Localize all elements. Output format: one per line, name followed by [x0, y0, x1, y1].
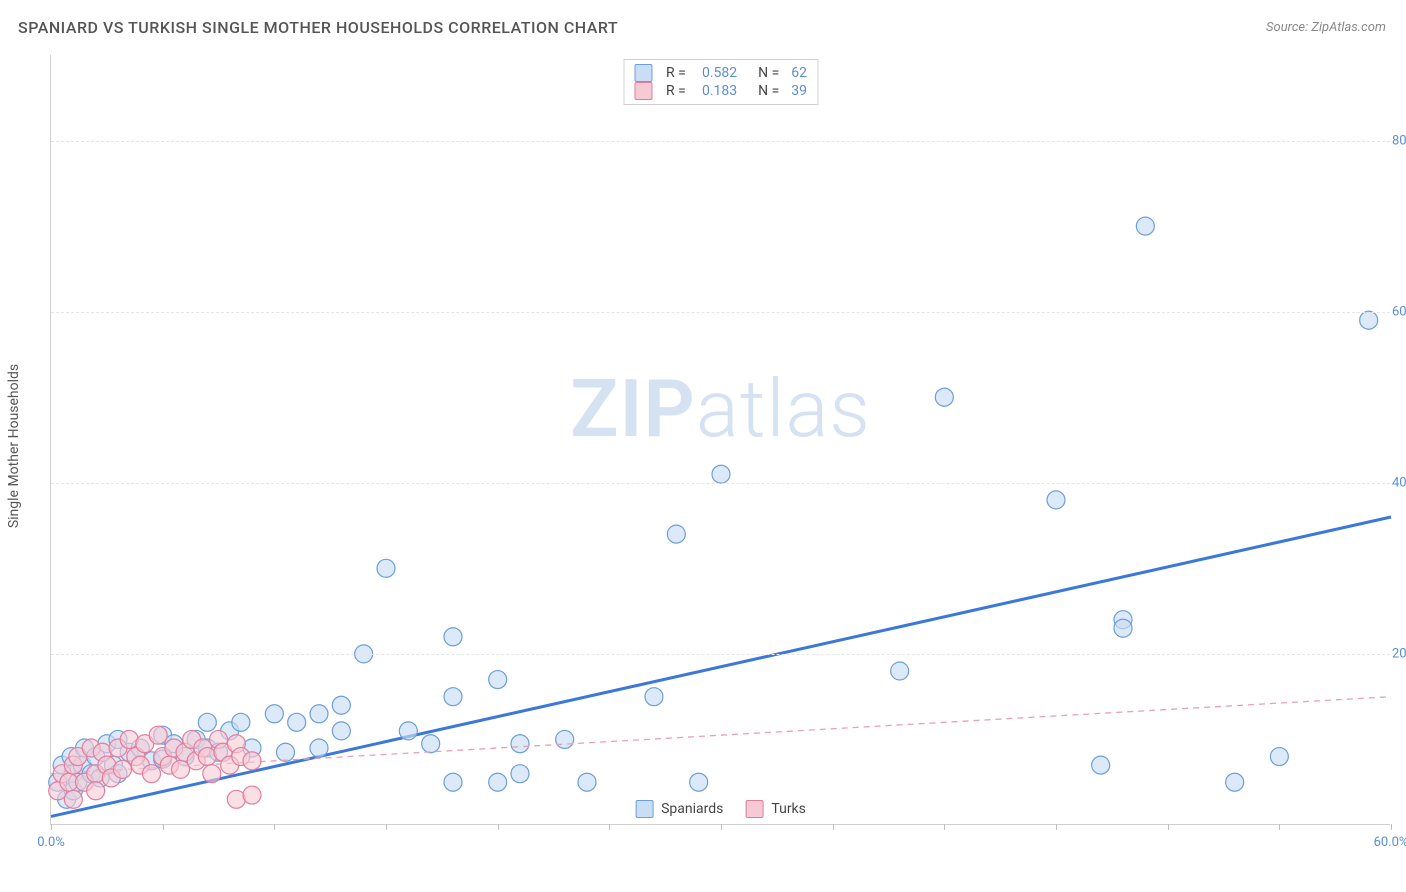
legend-item-spaniards: Spaniards: [635, 800, 723, 818]
x-tick: [1056, 824, 1057, 830]
data-point-spaniards: [511, 765, 529, 783]
data-point-spaniards: [1114, 619, 1132, 637]
y-tick-label: 20.0%: [1392, 646, 1406, 661]
gridline: [51, 483, 1390, 484]
data-point-spaniards: [332, 722, 350, 740]
legend-label-spaniards: Spaniards: [661, 801, 723, 817]
data-point-turks: [243, 752, 261, 770]
y-tick-label: 80.0%: [1392, 133, 1406, 148]
gridline: [51, 312, 1390, 313]
r-label: R =: [666, 65, 690, 81]
data-point-spaniards: [690, 773, 708, 791]
data-point-spaniards: [444, 688, 462, 706]
data-point-turks: [172, 760, 190, 778]
x-tick: [51, 824, 52, 830]
data-point-spaniards: [667, 525, 685, 543]
n-value-turks: 39: [791, 83, 807, 99]
data-point-turks: [87, 782, 105, 800]
n-label: N =: [751, 83, 779, 99]
x-tick: [944, 824, 945, 830]
legend-label-turks: Turks: [771, 801, 806, 817]
correlation-legend-row-turks: R = 0.183 N = 39: [634, 82, 807, 100]
chart-title: SPANIARD VS TURKISH SINGLE MOTHER HOUSEH…: [18, 18, 618, 37]
data-point-spaniards: [935, 388, 953, 406]
data-point-spaniards: [310, 705, 328, 723]
data-point-spaniards: [377, 559, 395, 577]
data-point-spaniards: [891, 662, 909, 680]
scatter-svg: [51, 55, 1390, 824]
data-point-spaniards: [265, 705, 283, 723]
data-point-spaniards: [1270, 748, 1288, 766]
x-tick: [274, 824, 275, 830]
data-point-turks: [113, 760, 131, 778]
x-tick-label: 60.0%: [1374, 835, 1406, 850]
data-point-spaniards: [1360, 311, 1378, 329]
data-point-turks: [243, 786, 261, 804]
y-tick-label: 60.0%: [1392, 304, 1406, 319]
data-point-spaniards: [556, 730, 574, 748]
legend-swatch-turks-bottom: [745, 800, 763, 818]
x-tick: [833, 824, 834, 830]
legend-item-turks: Turks: [745, 800, 806, 818]
r-label: R =: [666, 83, 690, 99]
data-point-spaniards: [277, 743, 295, 761]
y-tick-label: 40.0%: [1392, 475, 1406, 490]
n-value-spaniards: 62: [791, 65, 807, 81]
x-tick: [721, 824, 722, 830]
trend-line-spaniards: [51, 517, 1391, 816]
data-point-spaniards: [399, 722, 417, 740]
x-tick: [163, 824, 164, 830]
x-tick: [498, 824, 499, 830]
correlation-legend-row-spaniards: R = 0.582 N = 62: [634, 64, 807, 82]
data-point-spaniards: [310, 739, 328, 757]
source-label: Source: ZipAtlas.com: [1266, 20, 1386, 35]
x-tick: [386, 824, 387, 830]
gridline: [51, 654, 1390, 655]
plot-area: ZIPatlas R = 0.582 N = 62 R = 0.183 N = …: [50, 55, 1390, 825]
data-point-spaniards: [489, 773, 507, 791]
data-point-spaniards: [288, 713, 306, 731]
y-axis-label: Single Mother Households: [6, 364, 22, 528]
legend-swatch-spaniards-bottom: [635, 800, 653, 818]
data-point-spaniards: [712, 465, 730, 483]
data-point-spaniards: [511, 735, 529, 753]
legend-swatch-turks: [634, 82, 652, 100]
legend-swatch-spaniards: [634, 64, 652, 82]
data-point-turks: [143, 765, 161, 783]
data-point-spaniards: [1136, 217, 1154, 235]
data-point-spaniards: [1092, 756, 1110, 774]
data-point-spaniards: [489, 671, 507, 689]
x-tick: [1168, 824, 1169, 830]
data-point-turks: [64, 790, 82, 808]
r-value-turks: 0.183: [702, 83, 737, 99]
data-point-spaniards: [578, 773, 596, 791]
n-label: N =: [751, 65, 779, 81]
data-point-spaniards: [332, 696, 350, 714]
data-point-turks: [203, 765, 221, 783]
x-tick: [1391, 824, 1392, 830]
data-point-spaniards: [444, 628, 462, 646]
x-tick-label: 0.0%: [37, 835, 65, 850]
data-point-spaniards: [1226, 773, 1244, 791]
gridline: [51, 141, 1390, 142]
data-point-spaniards: [1047, 491, 1065, 509]
x-tick: [609, 824, 610, 830]
chart-container: SPANIARD VS TURKISH SINGLE MOTHER HOUSEH…: [0, 0, 1406, 892]
series-legend: Spaniards Turks: [629, 798, 812, 820]
data-point-spaniards: [444, 773, 462, 791]
data-point-turks: [149, 726, 167, 744]
data-point-spaniards: [232, 713, 250, 731]
x-tick: [1279, 824, 1280, 830]
data-point-spaniards: [422, 735, 440, 753]
r-value-spaniards: 0.582: [702, 65, 737, 81]
data-point-spaniards: [198, 713, 216, 731]
correlation-legend: R = 0.582 N = 62 R = 0.183 N = 39: [623, 59, 818, 105]
data-point-spaniards: [645, 688, 663, 706]
